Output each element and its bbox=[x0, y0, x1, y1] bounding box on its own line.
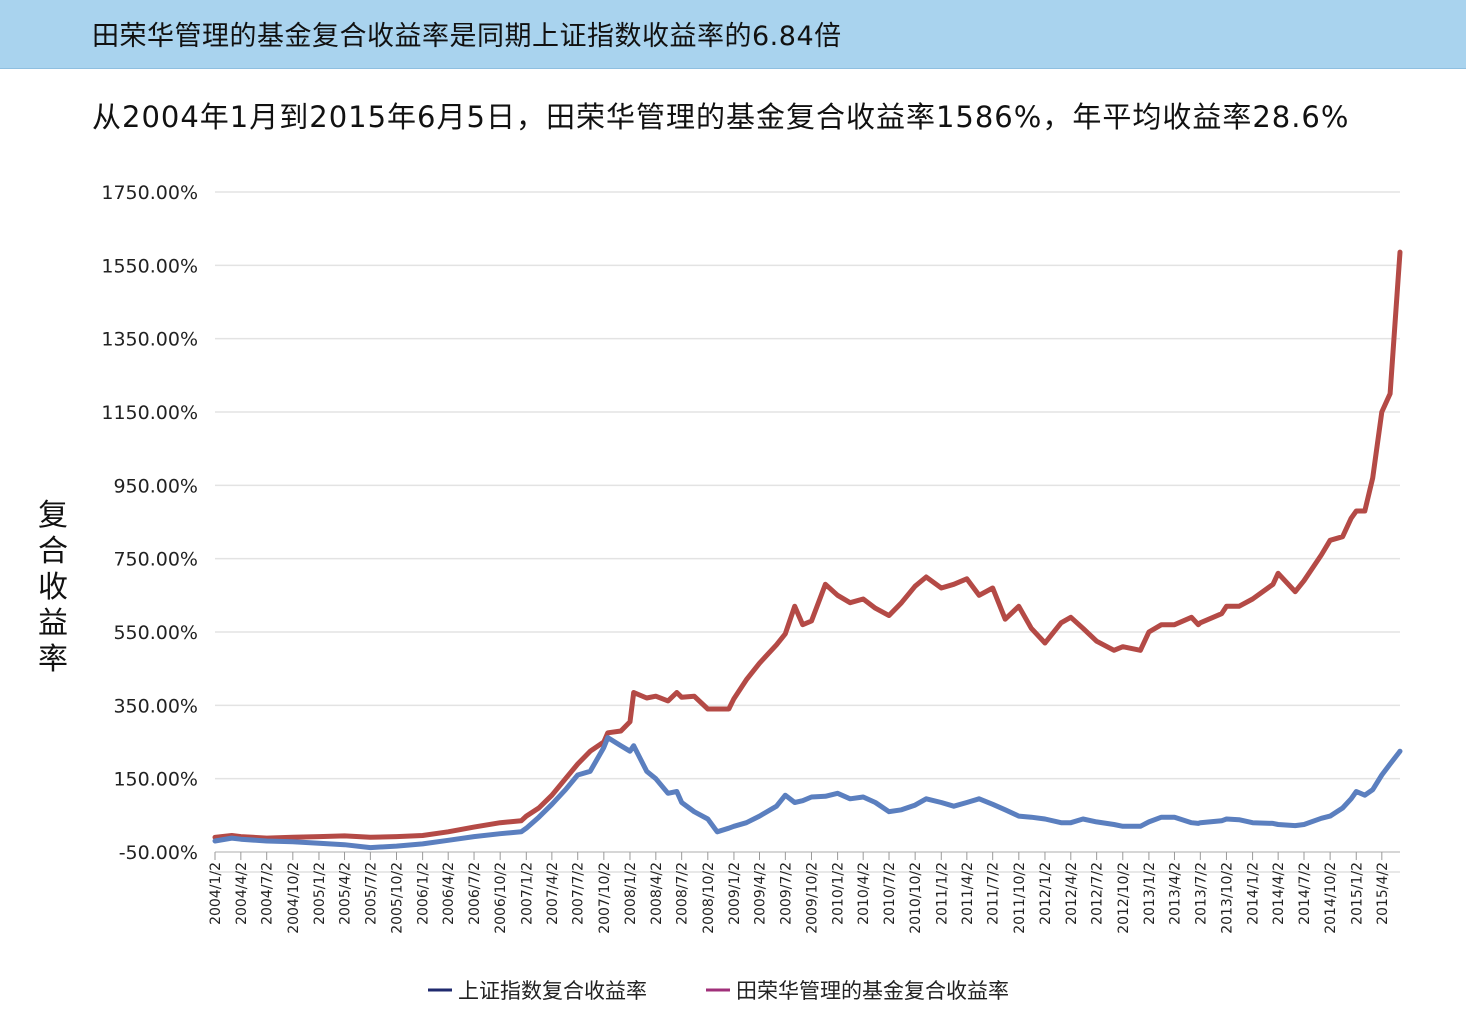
y-tick-label: 550.00% bbox=[113, 622, 198, 644]
y-axis-label-text: 复合收益率 bbox=[38, 498, 68, 677]
x-tick-label: 2014/10/2 bbox=[1323, 862, 1339, 934]
x-tick-label: 2012/4/2 bbox=[1064, 862, 1080, 925]
y-axis-ticks: -50.00% 150.00% 350.00% 550.00% 750.00% 950.0… bbox=[101, 182, 198, 864]
x-tick-label: 2006/10/2 bbox=[493, 862, 509, 934]
x-tick-label: 2008/10/2 bbox=[701, 862, 717, 934]
x-tick-label: 2006/7/2 bbox=[467, 862, 483, 925]
x-tick-label: 2015/1/2 bbox=[1349, 862, 1365, 925]
x-tick-label: 2009/7/2 bbox=[778, 862, 794, 925]
x-tick-label: 2006/4/2 bbox=[441, 862, 457, 925]
x-tick-label: 2004/7/2 bbox=[260, 862, 276, 925]
x-tick-label: 2013/7/2 bbox=[1193, 862, 1209, 925]
series-lines bbox=[212, 249, 1403, 851]
x-tick-label: 2004/4/2 bbox=[234, 862, 250, 925]
x-tick-label: 2010/4/2 bbox=[856, 862, 872, 925]
x-tick-label: 2009/1/2 bbox=[727, 862, 743, 925]
y-tick-label: 750.00% bbox=[113, 549, 198, 571]
x-tick-label: 2007/7/2 bbox=[571, 862, 587, 925]
chart-subtitle: 从2004年1月到2015年6月5日，田荣华管理的基金复合收益率1586%，年平… bbox=[92, 100, 1350, 134]
y-tick-label: 350.00% bbox=[113, 695, 198, 717]
legend-label: 上证指数复合收益率 bbox=[458, 979, 647, 1003]
x-tick-label: 2007/10/2 bbox=[597, 862, 613, 934]
x-tick-label: 2008/7/2 bbox=[675, 862, 691, 925]
x-tick-label: 2013/4/2 bbox=[1167, 862, 1183, 925]
y-tick-label: 150.00% bbox=[113, 769, 198, 791]
x-tick-label: 2011/10/2 bbox=[1012, 862, 1028, 934]
x-tick-label: 2009/10/2 bbox=[804, 862, 820, 934]
x-tick-label: 2005/7/2 bbox=[363, 862, 379, 925]
x-tick-label: 2011/4/2 bbox=[960, 862, 976, 925]
x-tick-label: 2008/1/2 bbox=[623, 862, 639, 925]
x-tick-label: 2007/4/2 bbox=[545, 862, 561, 925]
x-tick-label: 2013/10/2 bbox=[1219, 862, 1235, 934]
x-tick-label: 2009/4/2 bbox=[752, 862, 768, 925]
x-tick-label: 2004/1/2 bbox=[208, 862, 224, 925]
x-tick-label: 2011/7/2 bbox=[986, 862, 1002, 925]
x-tick-label: 2010/10/2 bbox=[908, 862, 924, 934]
y-tick-label: 1350.00% bbox=[101, 329, 198, 351]
series-line-0 bbox=[212, 735, 1403, 851]
x-tick-label: 2014/4/2 bbox=[1271, 862, 1287, 925]
x-tick-label: 2008/4/2 bbox=[649, 862, 665, 925]
x-tick-label: 2012/10/2 bbox=[1116, 862, 1132, 934]
y-tick-label: 950.00% bbox=[113, 475, 198, 497]
x-tick-label: 2011/1/2 bbox=[934, 862, 950, 925]
legend: 上证指数复合收益率 田荣华管理的基金复合收益率 bbox=[428, 979, 1009, 1003]
x-tick-label: 2014/7/2 bbox=[1297, 862, 1313, 925]
x-tick-label: 2005/4/2 bbox=[338, 862, 354, 925]
x-tick-label: 2012/1/2 bbox=[1038, 862, 1054, 925]
x-tick-label: 2010/7/2 bbox=[882, 862, 898, 925]
y-tick-label: -50.00% bbox=[119, 842, 198, 864]
x-tick-label: 2015/4/2 bbox=[1375, 862, 1391, 925]
x-tick-label: 2012/7/2 bbox=[1090, 862, 1106, 925]
legend-label: 田荣华管理的基金复合收益率 bbox=[736, 979, 1009, 1003]
title-banner: 田荣华管理的基金复合收益率是同期上证指数收益率的6.84倍 bbox=[0, 0, 1466, 69]
x-tick-label: 2014/1/2 bbox=[1246, 862, 1262, 925]
x-tick-label: 2005/1/2 bbox=[312, 862, 328, 925]
y-tick-label: 1550.00% bbox=[101, 255, 198, 277]
x-tick-label: 2010/1/2 bbox=[831, 862, 847, 925]
y-tick-label: 1150.00% bbox=[101, 402, 198, 424]
x-tick-label: 2004/10/2 bbox=[286, 862, 302, 934]
series-line-1 bbox=[212, 249, 1403, 841]
x-tick-label: 2006/1/2 bbox=[416, 862, 432, 925]
x-tick-label: 2013/1/2 bbox=[1142, 862, 1158, 925]
y-tick-label: 1750.00% bbox=[101, 182, 198, 204]
y-axis-label: 复合收益率 bbox=[30, 498, 76, 678]
x-axis-ticks: 2004/1/2 2004/4/2 2004/7/2 2004/10/2 2005/1/… bbox=[208, 852, 1391, 934]
x-tick-label: 2005/10/2 bbox=[389, 862, 405, 934]
x-tick-label: 2007/1/2 bbox=[519, 862, 535, 925]
chart-title: 田荣华管理的基金复合收益率是同期上证指数收益率的6.84倍 bbox=[92, 21, 842, 52]
grid-lines bbox=[215, 191, 1400, 873]
